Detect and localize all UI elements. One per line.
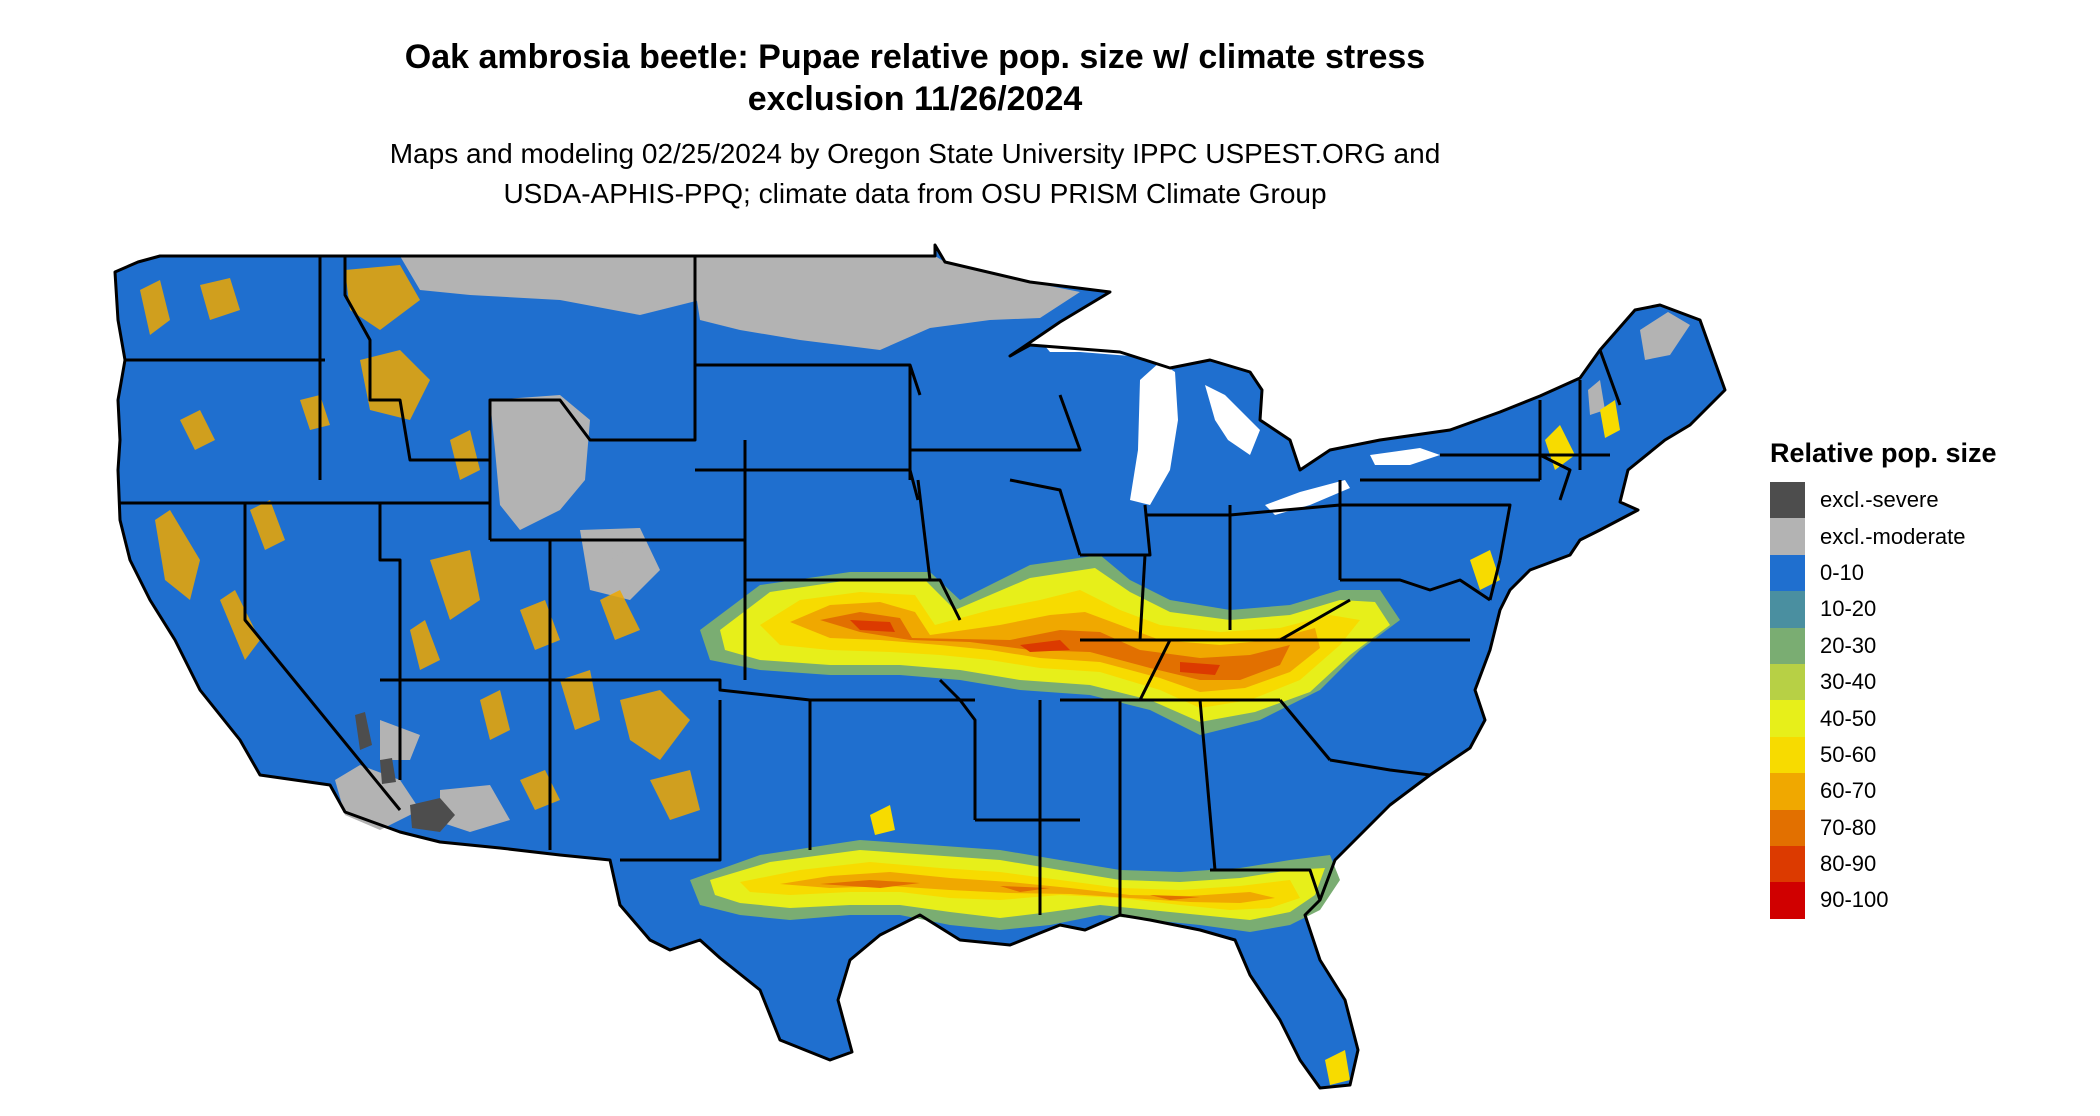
legend-item: 50-60 <box>1770 736 2090 774</box>
title-line-2: exclusion 11/26/2024 <box>747 80 1083 118</box>
legend: Relative pop. size excl.-severe excl.-mod… <box>1770 436 2090 919</box>
legend-label: 40-50 <box>1820 705 1877 731</box>
legend-label: 90-100 <box>1820 887 1889 913</box>
legend-item: 20-30 <box>1770 627 2090 664</box>
legend-swatch <box>1770 700 1805 737</box>
us-map <box>113 243 1727 1090</box>
legend-swatch <box>1770 882 1805 919</box>
legend-label: excl.-moderate <box>1820 523 1966 549</box>
legend-item: 60-70 <box>1770 773 2090 810</box>
legend-items: excl.-severe excl.-moderate 0-10 10-20 20-30… <box>1770 482 2090 919</box>
legend-label: 30-40 <box>1820 669 1877 695</box>
habitat-band-gulf <box>690 840 1340 932</box>
subtitle-line-1: Maps and modeling 02/25/2024 by Oregon S… <box>389 138 1441 169</box>
lake-ontario <box>1370 448 1440 465</box>
legend-item: 0-10 <box>1770 554 2090 592</box>
legend-swatch <box>1770 518 1805 555</box>
excluded-moderate-areas <box>335 256 1690 832</box>
legend-title: Relative pop. size <box>1770 438 1997 468</box>
legend-label: 10-20 <box>1820 596 1877 622</box>
habitat-band-central <box>700 555 1400 735</box>
habitat-scattered-east <box>870 400 1620 1085</box>
legend-item: 70-80 <box>1770 809 2090 846</box>
legend-swatch <box>1770 482 1805 519</box>
lake-superior <box>1040 328 1195 360</box>
legend-label: 70-80 <box>1820 814 1877 840</box>
legend-item: 90-100 <box>1770 882 2090 919</box>
lake-erie <box>1265 480 1350 515</box>
map-title: Oak ambrosia beetle: Pupae relative pop.… <box>0 36 1830 120</box>
legend-item: excl.-severe <box>1770 482 2090 519</box>
legend-swatch <box>1770 809 1805 846</box>
legend-item: 80-90 <box>1770 845 2090 883</box>
state-borders <box>113 243 1727 1090</box>
legend-item: 10-20 <box>1770 591 2090 628</box>
subtitle-line-2: USDA-APHIS-PPQ; climate data from OSU PR… <box>503 178 1327 209</box>
legend-item: 30-40 <box>1770 663 2090 701</box>
map-subtitle: Maps and modeling 02/25/2024 by Oregon S… <box>0 134 1830 214</box>
legend-label: excl.-severe <box>1820 487 1939 513</box>
legend-swatch <box>1770 663 1805 701</box>
legend-item: 40-50 <box>1770 700 2090 737</box>
legend-swatch <box>1770 736 1805 774</box>
title-line-1: Oak ambrosia beetle: Pupae relative pop.… <box>404 38 1426 76</box>
legend-swatch <box>1770 845 1805 883</box>
lake-michigan <box>1130 362 1178 505</box>
legend-swatch <box>1770 627 1805 664</box>
legend-label: 0-10 <box>1820 559 1865 585</box>
legend-swatch <box>1770 591 1805 628</box>
legend-label: 50-60 <box>1820 741 1877 767</box>
excluded-severe-areas <box>355 712 455 832</box>
legend-swatch <box>1770 773 1805 810</box>
lake-huron <box>1205 385 1260 455</box>
habitat-scattered-west <box>140 265 700 820</box>
legend-label: 60-70 <box>1820 778 1877 804</box>
legend-item: excl.-moderate <box>1770 518 2090 555</box>
legend-label: 20-30 <box>1820 632 1877 658</box>
legend-label: 80-90 <box>1820 851 1877 877</box>
legend-swatch <box>1770 554 1805 592</box>
